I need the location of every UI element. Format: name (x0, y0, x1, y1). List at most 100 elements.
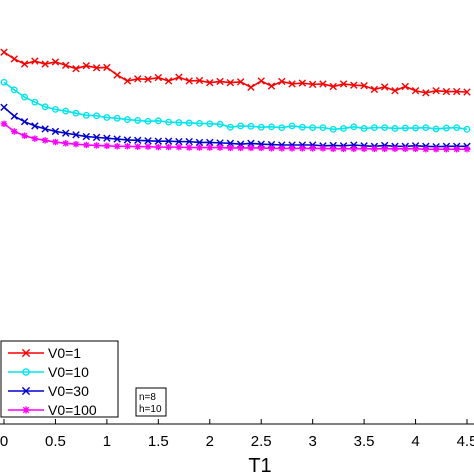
data-point (257, 77, 265, 85)
annotation-frame (135, 387, 167, 417)
data-point (124, 116, 131, 123)
data-point (0, 120, 8, 128)
data-point (298, 79, 307, 87)
data-point (103, 142, 111, 150)
data-point (206, 78, 214, 87)
data-point (443, 146, 450, 153)
data-point (62, 61, 70, 69)
data-point (164, 137, 173, 145)
x-tick-label: 2 (206, 433, 214, 450)
data-point (103, 114, 111, 121)
data-point (123, 136, 132, 144)
data-point (226, 78, 235, 87)
data-point (0, 48, 8, 56)
data-point (247, 83, 255, 92)
data-point (195, 76, 204, 85)
data-point (103, 134, 111, 142)
data-point (216, 120, 224, 128)
data-point (422, 89, 430, 97)
data-point (11, 128, 18, 135)
data-point (370, 124, 378, 132)
data-point (20, 60, 29, 68)
data-point (83, 141, 90, 149)
data-point (175, 143, 183, 151)
legend-item: V0=1 (8, 345, 81, 361)
x-tick-label: 4 (411, 433, 419, 450)
data-point (186, 144, 193, 151)
data-point (391, 87, 399, 95)
data-point (164, 77, 173, 85)
data-point (453, 124, 461, 132)
series-v0-10 (0, 78, 471, 133)
data-point (401, 82, 409, 91)
data-point (443, 124, 450, 132)
legend-label: V0=10 (48, 364, 89, 380)
annotation-n: n=8 (139, 392, 156, 403)
legend-item: V0=100 (8, 402, 97, 418)
data-point (93, 142, 100, 149)
data-point (453, 146, 460, 153)
data-point (185, 119, 193, 127)
data-point (92, 133, 101, 142)
data-point (185, 137, 193, 146)
data-point (371, 145, 378, 153)
data-point (278, 145, 285, 152)
data-point (463, 146, 471, 153)
data-point (216, 77, 224, 86)
data-point (195, 138, 204, 147)
annotation-box: n=8 h=10 (135, 387, 167, 417)
data-point (236, 78, 245, 86)
data-point (268, 145, 275, 152)
data-point (134, 143, 141, 150)
data-point (350, 81, 358, 89)
data-point (288, 80, 296, 88)
data-point (206, 138, 214, 147)
series-v0-1 (0, 48, 471, 97)
x-tick-label: 3 (308, 433, 316, 450)
data-point (175, 119, 183, 126)
legend-label: V0=30 (48, 383, 89, 399)
data-point (62, 129, 70, 137)
data-point (340, 125, 347, 132)
data-point (31, 135, 39, 142)
data-point (288, 122, 296, 130)
data-point (319, 80, 327, 88)
data-point (391, 125, 399, 132)
series-line (3, 81, 468, 131)
data-point (21, 93, 28, 101)
x-tick-label: 3.5 (354, 433, 375, 450)
data-point (391, 145, 399, 153)
data-point (123, 77, 132, 85)
data-point (267, 82, 276, 90)
data-point (113, 135, 121, 143)
data-point (0, 78, 8, 86)
data-point (52, 105, 59, 113)
data-point (237, 144, 244, 152)
legend-item: V0=10 (8, 364, 89, 380)
data-point (175, 73, 183, 81)
data-point (144, 137, 152, 145)
data-point (134, 136, 142, 145)
x-tick-label: 1.5 (148, 433, 169, 450)
legend-marker (21, 348, 31, 358)
data-point (31, 57, 39, 65)
data-point (72, 140, 80, 148)
data-point (422, 124, 430, 132)
data-point (154, 117, 162, 125)
data-point (72, 131, 80, 139)
data-point (0, 103, 8, 111)
data-point (93, 112, 101, 120)
data-point (10, 55, 18, 63)
data-point (113, 71, 121, 79)
data-point (381, 145, 388, 153)
data-point (41, 137, 49, 144)
data-point (82, 132, 91, 141)
data-point (381, 124, 389, 132)
data-point (247, 122, 255, 130)
data-point (237, 122, 245, 130)
series-line (3, 51, 468, 94)
data-point (432, 146, 440, 153)
data-point (278, 124, 286, 132)
series-v0-100 (0, 120, 471, 153)
legend-marker (22, 368, 30, 376)
